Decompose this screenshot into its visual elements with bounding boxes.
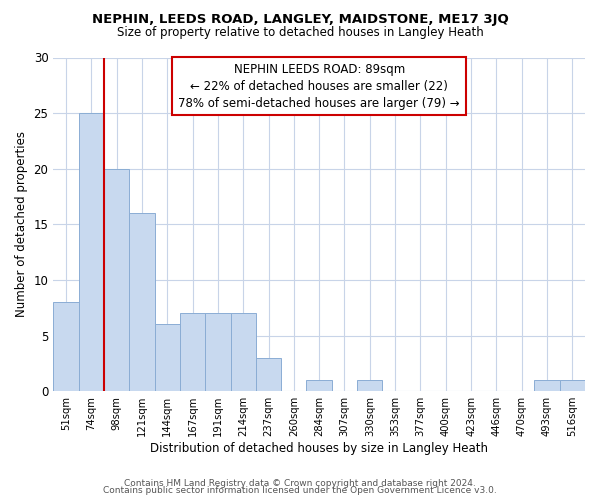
Bar [104,168,129,391]
Bar [79,113,104,391]
Y-axis label: Number of detached properties: Number of detached properties [15,132,28,318]
Bar [230,314,256,391]
Bar [205,314,230,391]
Text: Size of property relative to detached houses in Langley Heath: Size of property relative to detached ho… [116,26,484,39]
Bar [256,358,281,391]
Text: NEPHIN, LEEDS ROAD, LANGLEY, MAIDSTONE, ME17 3JQ: NEPHIN, LEEDS ROAD, LANGLEY, MAIDSTONE, … [92,12,508,26]
Text: Contains public sector information licensed under the Open Government Licence v3: Contains public sector information licen… [103,486,497,495]
Bar [53,302,79,391]
Bar [180,314,205,391]
Text: Contains HM Land Registry data © Crown copyright and database right 2024.: Contains HM Land Registry data © Crown c… [124,478,476,488]
Bar [357,380,382,391]
Bar [155,324,180,391]
Bar [129,213,155,391]
X-axis label: Distribution of detached houses by size in Langley Heath: Distribution of detached houses by size … [150,442,488,455]
Bar [560,380,585,391]
Bar [307,380,332,391]
Bar [535,380,560,391]
Text: NEPHIN LEEDS ROAD: 89sqm
← 22% of detached houses are smaller (22)
78% of semi-d: NEPHIN LEEDS ROAD: 89sqm ← 22% of detach… [178,62,460,110]
